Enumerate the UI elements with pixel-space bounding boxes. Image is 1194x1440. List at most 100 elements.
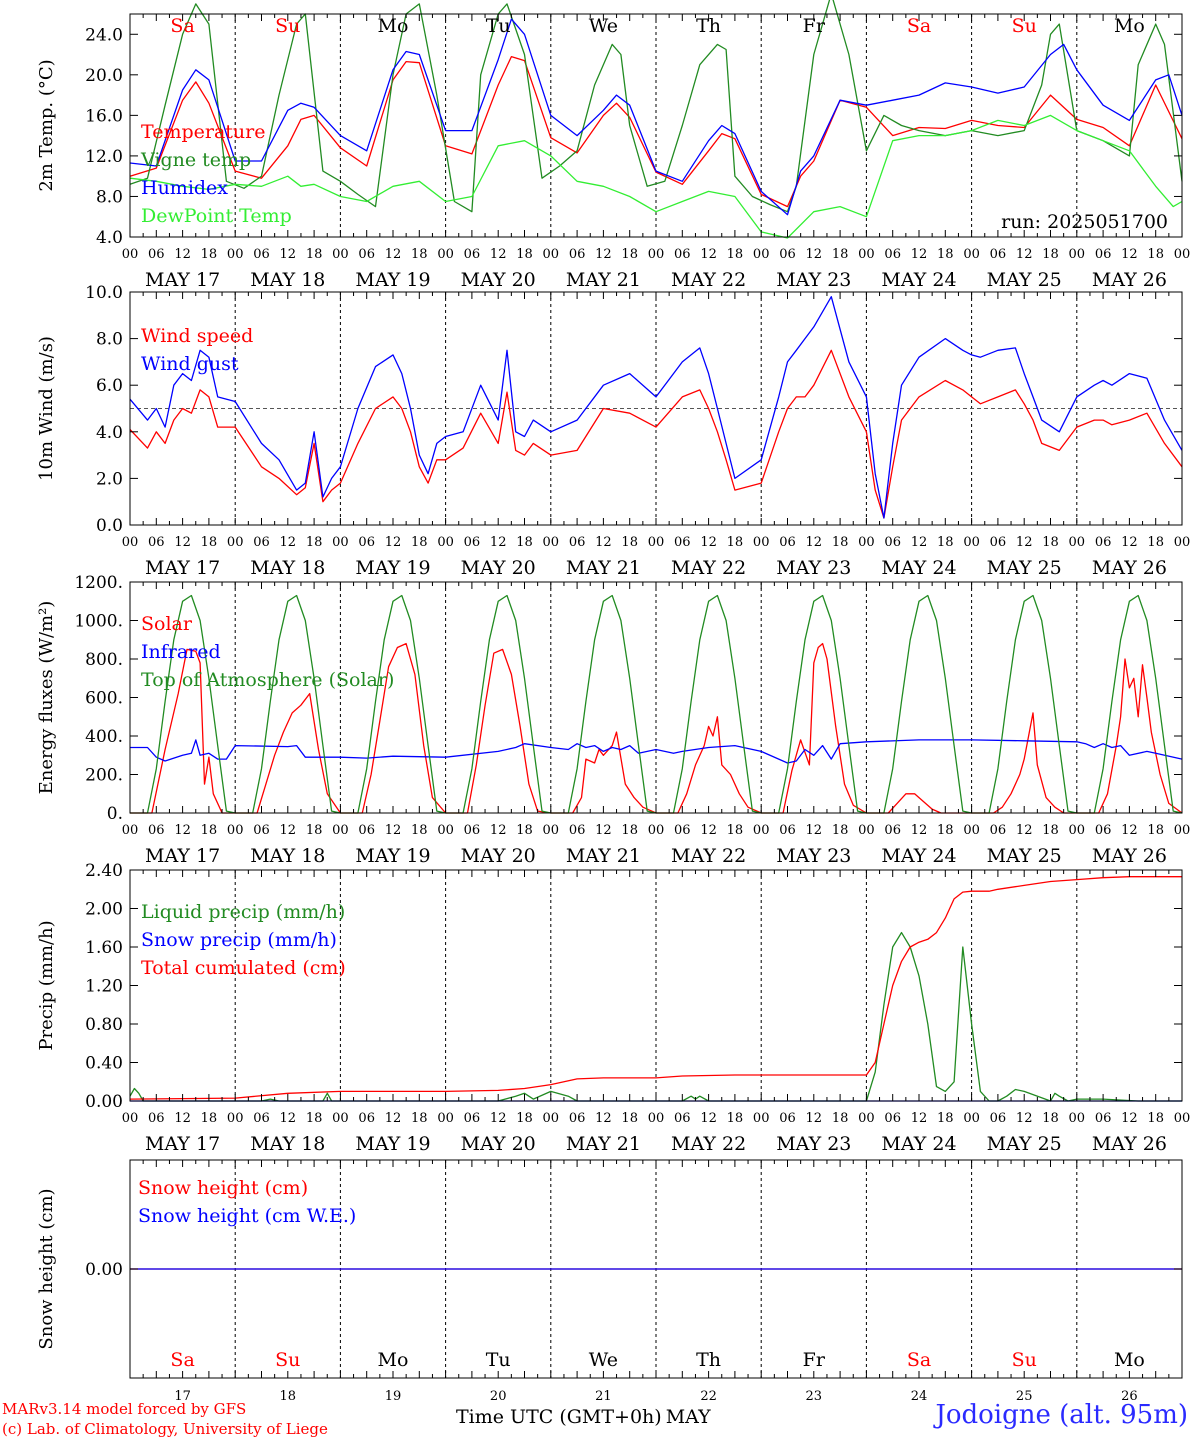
hour-tick-label: 18	[201, 247, 218, 262]
hour-tick-label: 18	[411, 535, 428, 550]
hour-tick-label: 12	[1121, 823, 1138, 838]
hour-tick-label: 00	[858, 535, 875, 550]
legend-entry-3-1: Solar	[141, 613, 193, 635]
hour-tick-label: 00	[648, 1111, 665, 1126]
series-line-3-1	[130, 642, 1183, 814]
hour-tick-label: 06	[884, 823, 901, 838]
hour-tick-label: 12	[490, 823, 507, 838]
hour-tick-label: 18	[621, 535, 638, 550]
hour-tick-label: 12	[1016, 823, 1033, 838]
hour-tick-label: 06	[358, 247, 375, 262]
hour-tick-label: 06	[884, 535, 901, 550]
hour-tick-label: 06	[253, 823, 270, 838]
y-tick-label: 1000.	[74, 612, 123, 632]
hour-tick-label: 18	[621, 1111, 638, 1126]
day-label: MAY 20	[461, 1133, 536, 1155]
day-label: MAY 21	[566, 1133, 641, 1155]
hour-tick-label: 12	[911, 1111, 928, 1126]
y-axis-title: 10m Wind (m/s)	[36, 336, 57, 481]
legend-entry-5-1: Snow height (cm)	[138, 1177, 308, 1199]
hour-tick-label: 12	[385, 823, 402, 838]
hour-tick-label: 18	[937, 823, 954, 838]
hour-tick-label: 12	[490, 247, 507, 262]
hour-tick-label: 00	[332, 247, 349, 262]
day-label: MAY 26	[1092, 1133, 1167, 1155]
hour-tick-label: 00	[963, 247, 980, 262]
hour-tick-label: 18	[411, 1111, 428, 1126]
hour-tick-label: 06	[253, 1111, 270, 1126]
day-label: MAY 17	[145, 1133, 220, 1155]
hour-tick-label: 12	[385, 1111, 402, 1126]
hour-tick-label: 06	[674, 247, 691, 262]
legend-entry-1-2: Vigne temp	[140, 149, 251, 171]
hour-tick-label: 18	[727, 247, 744, 262]
day-label: MAY 26	[1092, 845, 1167, 867]
weekday-label-bottom: Su	[1012, 1349, 1037, 1371]
hour-tick-label: 12	[174, 823, 191, 838]
day-label: MAY 20	[461, 557, 536, 579]
day-label: MAY 19	[355, 269, 430, 291]
series-line-3-2	[130, 739, 1183, 764]
day-label: MAY 17	[145, 845, 220, 867]
hour-tick-label: 00	[122, 1111, 139, 1126]
y-tick-label: 600.	[85, 689, 123, 709]
y-tick-label: 800.	[85, 650, 123, 670]
weekday-label-top: Sa	[170, 15, 194, 37]
weekday-label-top: Su	[1012, 15, 1037, 37]
hour-tick-label: 12	[1121, 1111, 1138, 1126]
lab-credit: (c) Lab. of Climatology, University of L…	[2, 1420, 328, 1438]
hour-tick-label: 18	[621, 247, 638, 262]
weekday-label-bottom: Mo	[1114, 1349, 1145, 1371]
day-label: MAY 22	[671, 1133, 746, 1155]
series-line-1-4	[129, 114, 1183, 239]
weekday-label-bottom: Su	[275, 1349, 300, 1371]
legend-entry-4-3: Total cumulated (cm)	[141, 957, 346, 979]
hour-tick-label: 18	[1042, 1111, 1059, 1126]
day-label: MAY 25	[987, 557, 1062, 579]
hour-tick-label: 12	[806, 823, 823, 838]
hour-tick-label: 18	[832, 535, 849, 550]
day-label: MAY 18	[250, 269, 325, 291]
day-label: MAY 23	[776, 269, 851, 291]
hour-tick-label: 06	[990, 247, 1007, 262]
day-label: MAY 17	[145, 269, 220, 291]
hour-tick-label: 12	[911, 247, 928, 262]
y-tick-label: 4.0	[96, 228, 123, 248]
y-tick-label: 1200.	[74, 573, 123, 593]
hour-tick-label: 18	[937, 535, 954, 550]
hour-tick-label: 12	[1016, 247, 1033, 262]
panel-5: 0.00 Snow height (cm) Snow height (cm) Snow…	[36, 1159, 1183, 1379]
weekday-label-bottom: Fr	[803, 1349, 826, 1371]
weekday-label-top: Sa	[907, 15, 931, 37]
day-label: MAY 23	[776, 557, 851, 579]
hour-tick-label: 06	[674, 823, 691, 838]
hour-tick-label: 00	[437, 247, 454, 262]
hour-tick-label: 18	[306, 247, 323, 262]
hour-tick-label: 12	[1016, 535, 1033, 550]
hour-tick-label: 00	[963, 1111, 980, 1126]
y-tick-label: 2.40	[85, 861, 123, 881]
legend-entry-3-3: Top of Atmosphere (Solar)	[141, 669, 394, 691]
series-line-1-1	[129, 55, 1183, 208]
weekday-label-bottom: Sa	[170, 1349, 194, 1371]
hour-tick-label: 12	[700, 1111, 717, 1126]
day-label: MAY 18	[250, 557, 325, 579]
hour-tick-label: 06	[358, 1111, 375, 1126]
series-line-2-2	[129, 296, 1183, 519]
hour-tick-label: 00	[1174, 535, 1191, 550]
hour-tick-label: 00	[1174, 1111, 1191, 1126]
hour-tick-label: 18	[516, 823, 533, 838]
hour-tick-label: 06	[674, 1111, 691, 1126]
hour-tick-label: 00	[753, 247, 770, 262]
hour-tick-label: 12	[700, 535, 717, 550]
y-tick-label: 0.40	[85, 1054, 123, 1074]
y-tick-label: 200.	[85, 766, 123, 786]
weekday-label-bottom: Tu	[486, 1349, 511, 1371]
hour-tick-label: 00	[648, 247, 665, 262]
hour-tick-label: 18	[411, 823, 428, 838]
hour-tick-label: 06	[148, 535, 165, 550]
hour-tick-label: 18	[1147, 1111, 1164, 1126]
day-label: MAY 24	[881, 1133, 956, 1155]
hour-tick-label: 18	[201, 535, 218, 550]
